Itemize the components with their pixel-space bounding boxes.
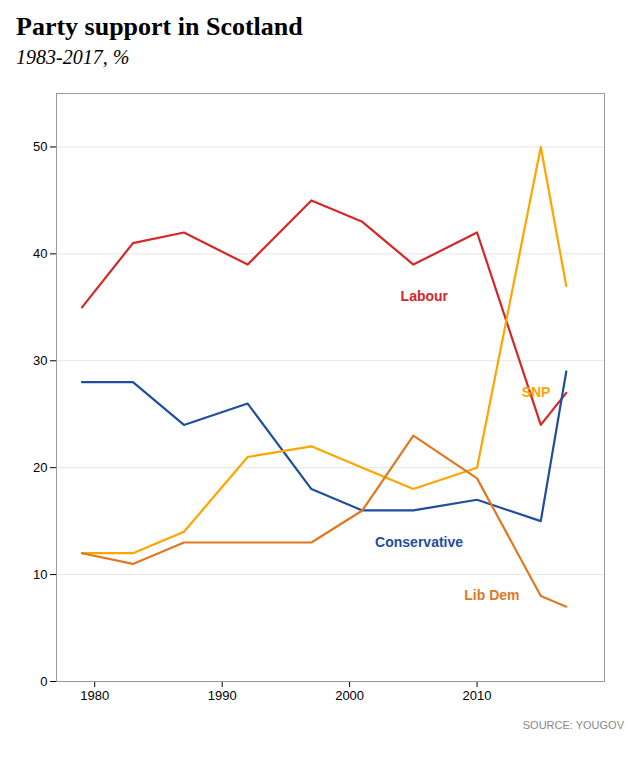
svg-text:Labour: Labour [401,288,449,304]
svg-text:1980: 1980 [80,688,109,703]
svg-text:20: 20 [33,460,47,475]
svg-text:1990: 1990 [208,688,237,703]
svg-text:Lib Dem: Lib Dem [464,587,519,603]
svg-text:0: 0 [40,674,47,689]
svg-text:2000: 2000 [335,688,364,703]
html-text:Party support in Scotland: Party support in Scotland [16,12,303,41]
svg-text:50: 50 [33,139,47,154]
svg-text:10: 10 [33,567,47,582]
svg-text:Conservative: Conservative [375,534,463,550]
html-text:SOURCE: YOUGOV: SOURCE: YOUGOV [522,719,624,731]
svg-text:30: 30 [33,353,47,368]
html-text:1983-2017, %: 1983-2017, % [16,46,130,68]
svg-text:40: 40 [33,246,47,261]
svg-text:SNP: SNP [522,384,551,400]
svg-text:2010: 2010 [463,688,492,703]
